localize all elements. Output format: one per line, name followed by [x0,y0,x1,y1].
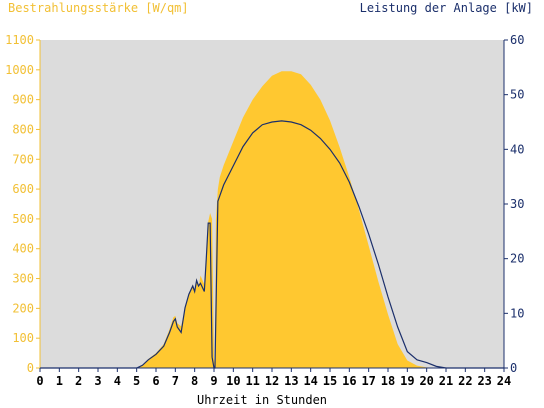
right-tick-label: 50 [510,88,524,102]
power-series [40,120,504,369]
x-tick-label: 14 [303,374,317,388]
x-tick-label: 10 [226,374,240,388]
left-tick-label: 900 [12,93,34,107]
x-tick-label: 12 [265,374,279,388]
x-tick-label: 0 [36,374,43,388]
x-tick-label: 16 [342,374,356,388]
x-tick-label: 19 [400,374,414,388]
x-tick-label: 6 [152,374,159,388]
left-tick-label: 100 [12,331,34,345]
x-axis-ticks: 0 1 2 3 4 5 6 7 8 9 10 11 12 13 14 15 16 17 18 19 20 21 22 23 24 [36,368,511,388]
left-tick-label: 0 [27,361,34,375]
left-tick-label: 500 [12,212,34,226]
x-tick-label: 7 [172,374,179,388]
right-tick-label: 0 [510,361,517,375]
irradiance-series [40,71,504,368]
x-tick-label: 23 [477,374,491,388]
power-line [40,120,504,369]
left-tick-label: 200 [12,301,34,315]
x-tick-label: 8 [191,374,198,388]
x-axis-title: Uhrzeit in Stunden [197,393,327,407]
irradiance-area [40,71,504,368]
left-tick-label: 700 [12,152,34,166]
x-tick-label: 13 [284,374,298,388]
right-tick-label: 10 [510,306,524,320]
x-tick-label: 24 [497,374,511,388]
right-tick-label: 40 [510,142,524,156]
left-tick-label: 800 [12,122,34,136]
left-tick-label: 600 [12,182,34,196]
left-tick-label: 300 [12,272,34,286]
left-tick-label: 1000 [5,63,34,77]
left-tick-label: 1100 [5,33,34,47]
x-tick-label: 4 [114,374,121,388]
x-tick-label: 22 [458,374,472,388]
x-tick-label: 21 [439,374,453,388]
x-tick-label: 20 [419,374,433,388]
x-tick-label: 9 [210,374,217,388]
x-tick-label: 3 [94,374,101,388]
right-axis-title: Leistung der Anlage [kW] [360,1,533,15]
x-tick-label: 5 [133,374,140,388]
x-tick-label: 2 [75,374,82,388]
x-tick-label: 15 [323,374,337,388]
right-axis-ticks: 0 10 20 30 40 50 60 [504,33,524,375]
right-tick-label: 60 [510,33,524,47]
x-tick-label: 1 [56,374,63,388]
left-axis-ticks: 0 100 200 300 400 500 600 700 800 900 1000 1100 [5,33,40,375]
left-axis-title: Bestrahlungsstärke [W/qm] [8,1,189,15]
x-tick-label: 11 [245,374,259,388]
right-tick-label: 20 [510,252,524,266]
x-tick-label: 18 [381,374,395,388]
left-tick-label: 400 [12,242,34,256]
x-tick-label: 17 [361,374,375,388]
right-tick-label: 30 [510,197,524,211]
